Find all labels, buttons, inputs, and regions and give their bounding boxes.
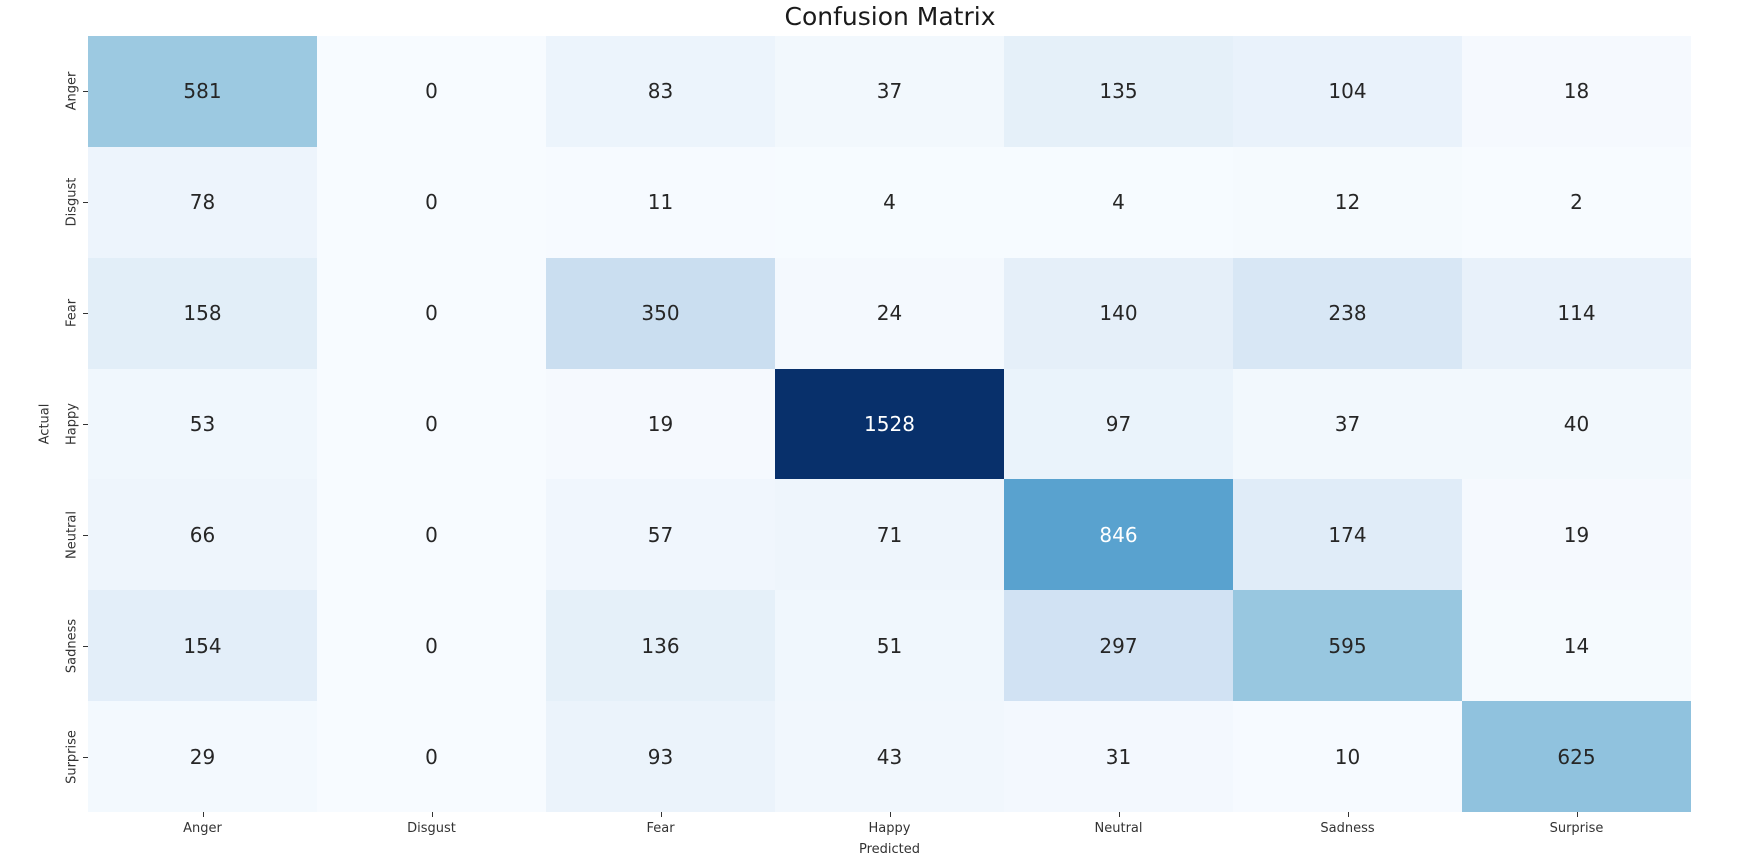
heatmap-cell: 51	[775, 590, 1004, 702]
heatmap-grid: 581 0 83 37 135 104 18 78 0 11 4 4 12 2 158 0 350 24 140 23…	[88, 36, 1691, 812]
x-tick-mark	[431, 812, 433, 817]
heatmap-cell: 114	[1462, 257, 1691, 369]
heatmap-cell: 0	[317, 36, 546, 147]
heatmap-cell: 31	[1004, 701, 1233, 812]
heatmap-cell: 14	[1462, 590, 1691, 702]
heatmap-cell: 18	[1462, 36, 1691, 147]
y-tick-label: Happy	[64, 403, 80, 445]
heatmap-cell: 93	[546, 701, 775, 812]
heatmap-cell: 19	[1462, 479, 1691, 591]
heatmap-cell: 0	[317, 701, 546, 812]
heatmap-cell: 0	[317, 146, 546, 258]
heatmap-cell: 1528	[775, 368, 1004, 480]
x-tick-mark	[1347, 812, 1349, 817]
heatmap-cell: 158	[88, 257, 317, 369]
heatmap-cell: 136	[546, 590, 775, 702]
x-tick-label: Neutral	[1094, 821, 1143, 836]
heatmap-cell: 53	[88, 368, 317, 480]
y-tick-mark	[83, 313, 88, 315]
y-tick-mark	[83, 424, 88, 425]
x-tick-label: Surprise	[1549, 821, 1604, 836]
heatmap-cell: 78	[88, 146, 317, 258]
x-tick-label: Anger	[183, 821, 222, 836]
chart-title: Confusion Matrix	[784, 2, 996, 31]
x-tick-label: Sadness	[1320, 821, 1375, 836]
heatmap-cell: 174	[1233, 479, 1462, 591]
x-tick-mark	[889, 812, 891, 817]
x-tick-label: Happy	[868, 821, 911, 836]
x-tick-mark	[660, 812, 662, 817]
heatmap-cell: 140	[1004, 257, 1233, 369]
heatmap-cell: 40	[1462, 368, 1691, 480]
heatmap-cell: 10	[1233, 701, 1462, 812]
y-tick-label: Disgust	[64, 177, 80, 227]
heatmap-cell: 37	[775, 36, 1004, 147]
heatmap-cell: 12	[1233, 146, 1462, 258]
heatmap-cell: 37	[1233, 368, 1462, 480]
y-tick-mark	[83, 756, 88, 758]
heatmap-cell: 0	[317, 257, 546, 369]
heatmap-cell: 846	[1004, 479, 1233, 591]
heatmap-cell: 581	[88, 36, 317, 147]
heatmap-cell: 19	[546, 368, 775, 480]
x-tick-mark	[1576, 812, 1578, 817]
heatmap-cell: 43	[775, 701, 1004, 812]
y-tick-mark	[83, 91, 88, 93]
heatmap-cell: 297	[1004, 590, 1233, 702]
y-tick-label: Anger	[64, 72, 80, 111]
heatmap-cell: 595	[1233, 590, 1462, 702]
x-tick-label: Disgust	[407, 821, 456, 836]
x-tick-mark	[1118, 812, 1120, 817]
x-tick-label: Fear	[646, 821, 675, 836]
heatmap-cell: 66	[88, 479, 317, 591]
heatmap-cell: 0	[317, 590, 546, 702]
heatmap-cell: 0	[317, 479, 546, 591]
y-tick-label: Fear	[64, 299, 80, 328]
heatmap-cell: 4	[1004, 146, 1233, 258]
x-axis-label: Predicted	[858, 842, 921, 857]
heatmap-cell: 625	[1462, 701, 1691, 812]
heatmap-cell: 11	[546, 146, 775, 258]
heatmap-cell: 350	[546, 257, 775, 369]
y-tick-label: Surprise	[64, 729, 80, 784]
y-tick-mark	[83, 645, 88, 647]
heatmap-cell: 71	[775, 479, 1004, 591]
y-tick-label: Neutral	[64, 510, 80, 559]
y-axis-label: Actual	[37, 403, 53, 445]
y-tick-label: Sadness	[64, 618, 80, 673]
heatmap-cell: 0	[317, 368, 546, 480]
heatmap-cell: 154	[88, 590, 317, 702]
heatmap-cell: 104	[1233, 36, 1462, 147]
heatmap-cell: 238	[1233, 257, 1462, 369]
heatmap-cell: 24	[775, 257, 1004, 369]
heatmap-cell: 29	[88, 701, 317, 812]
heatmap-cell: 135	[1004, 36, 1233, 147]
heatmap-cell: 83	[546, 36, 775, 147]
y-tick-mark	[83, 202, 88, 204]
y-tick-mark	[83, 534, 88, 536]
x-tick-mark	[202, 812, 204, 817]
heatmap-cell: 4	[775, 146, 1004, 258]
heatmap-cell: 97	[1004, 368, 1233, 480]
heatmap-cell: 57	[546, 479, 775, 591]
heatmap-cell: 2	[1462, 146, 1691, 258]
